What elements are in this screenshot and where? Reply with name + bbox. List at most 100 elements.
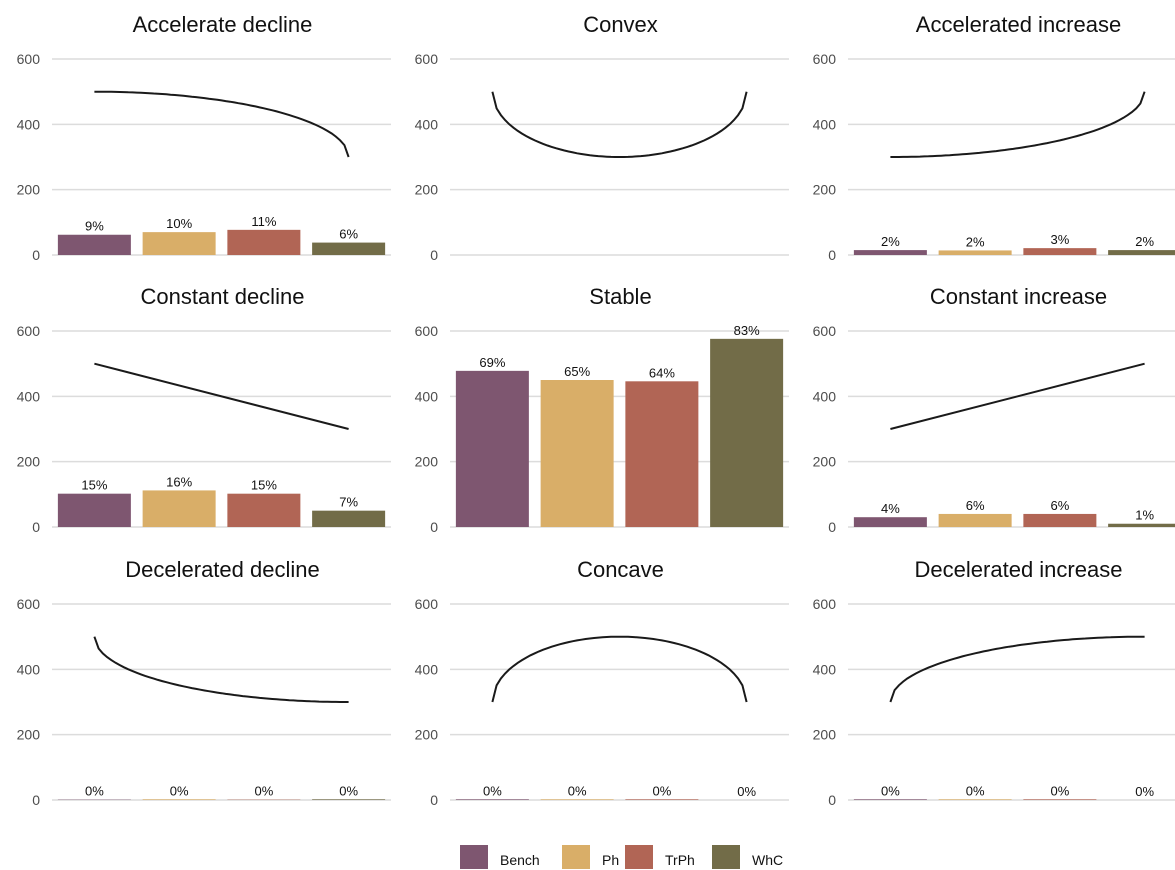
trajectory-curve [889, 635, 1145, 703]
data-label: 65% [564, 364, 590, 379]
data-label: 0% [339, 783, 358, 798]
y-tick-label: 600 [415, 596, 439, 612]
panel-constant-decline: Constant decline 0 200 400 600 15% 16% 15% 7% [17, 284, 391, 535]
data-label: 0% [254, 784, 273, 799]
panel-title: Convex [583, 12, 658, 37]
legend-label: Ph [602, 852, 619, 868]
data-label: 69% [479, 355, 505, 370]
data-label: 2% [966, 234, 985, 249]
data-label: 83% [734, 323, 760, 338]
y-tick-label: 400 [17, 116, 41, 132]
trajectory-curve [890, 91, 1146, 158]
data-label: 15% [81, 478, 107, 493]
data-label: 9% [85, 219, 104, 234]
legend-swatch-ph [562, 845, 590, 869]
legend-label: WhC [752, 852, 783, 868]
panel-decelerated-increase: Decelerated increase 0 200 400 600 0% 0% 0% 0% [813, 557, 1175, 808]
bar-bench [57, 234, 131, 255]
bar-ph [142, 799, 216, 800]
bar-whc [1108, 523, 1175, 527]
trajectory-curve [491, 91, 748, 158]
panel-title: Accelerate decline [133, 12, 313, 37]
data-label: 0% [483, 783, 502, 798]
bar-ph [938, 513, 1012, 527]
bar-ph [540, 799, 614, 800]
trajectory-curve [94, 362, 349, 430]
panel-decelerated-decline: Decelerated decline 0 200 400 600 0% 0% 0% 0% [17, 557, 391, 808]
y-tick-label: 200 [813, 727, 837, 743]
bar-ph [938, 250, 1012, 255]
y-tick-label: 0 [430, 519, 438, 535]
y-tick-label: 600 [17, 323, 41, 339]
data-label: 0% [966, 783, 985, 798]
y-tick-label: 400 [17, 388, 41, 404]
legend: Bench Ph TrPh WhC [460, 845, 783, 869]
legend-swatch-trph [625, 845, 653, 869]
data-label: 64% [649, 365, 675, 380]
bar-bench [455, 799, 529, 800]
panel-constant-increase: Constant increase 0 200 400 600 4% 6% 6% 1% [813, 284, 1175, 535]
y-tick-label: 400 [415, 116, 439, 132]
y-tick-label: 400 [17, 661, 41, 677]
y-tick-label: 200 [17, 454, 41, 470]
data-label: 15% [251, 478, 277, 493]
y-tick-label: 400 [415, 388, 439, 404]
bar-trph [625, 381, 699, 527]
bar-trph [625, 799, 699, 800]
data-label: 0% [1050, 783, 1069, 798]
panel-title: Stable [589, 284, 651, 309]
bar-trph [1023, 513, 1097, 527]
legend-swatch-whc [712, 845, 740, 869]
y-tick-label: 0 [828, 792, 836, 808]
panel-title: Constant decline [141, 284, 305, 309]
y-tick-label: 600 [813, 323, 837, 339]
y-tick-label: 200 [17, 182, 41, 198]
bar-ph [142, 490, 216, 527]
panel-title: Accelerated increase [916, 12, 1121, 37]
y-tick-label: 600 [813, 596, 837, 612]
bar-ph [938, 799, 1012, 800]
panel-accelerate-decline: Accelerate decline 0 200 400 600 9% 10% 11% 6% [17, 12, 391, 263]
data-label: 0% [85, 784, 104, 799]
y-tick-label: 600 [17, 596, 41, 612]
data-label: 6% [339, 227, 358, 242]
y-tick-label: 0 [430, 247, 438, 263]
panel-stable: Stable 0 200 400 600 69% 65% 64% 83% [415, 284, 789, 535]
bar-ph [540, 380, 614, 527]
data-label: 0% [652, 783, 671, 798]
panel-title: Concave [577, 557, 664, 582]
data-label: 7% [339, 495, 358, 510]
bar-bench [455, 370, 529, 527]
y-tick-label: 200 [415, 727, 439, 743]
data-label: 0% [737, 784, 756, 799]
data-label: 0% [881, 783, 900, 798]
bar-bench [853, 517, 927, 527]
bar-trph [1023, 799, 1097, 800]
y-tick-label: 600 [415, 323, 439, 339]
bar-trph [227, 229, 301, 255]
legend-label: Bench [500, 852, 540, 868]
data-label: 1% [1135, 508, 1154, 523]
y-tick-label: 400 [813, 116, 837, 132]
bar-whc [312, 242, 386, 255]
data-label: 11% [251, 214, 276, 229]
data-label: 0% [568, 783, 587, 798]
data-label: 0% [170, 783, 189, 798]
panel-concave: Concave 0 200 400 600 0% 0% 0% 0% [415, 557, 789, 808]
panel-title: Decelerated increase [915, 557, 1123, 582]
y-tick-label: 400 [813, 388, 837, 404]
data-label: 2% [1135, 234, 1154, 249]
data-label: 2% [881, 234, 900, 249]
bar-whc [312, 799, 386, 800]
y-tick-label: 600 [17, 51, 41, 67]
bar-whc [312, 510, 386, 527]
panel-title: Decelerated decline [125, 557, 319, 582]
data-label: 16% [166, 474, 192, 489]
panel-title: Constant increase [930, 284, 1107, 309]
bar-whc [710, 338, 784, 527]
bar-bench [853, 799, 927, 800]
data-label: 6% [966, 498, 985, 513]
data-label: 6% [1050, 498, 1069, 513]
bar-ph [142, 232, 216, 255]
